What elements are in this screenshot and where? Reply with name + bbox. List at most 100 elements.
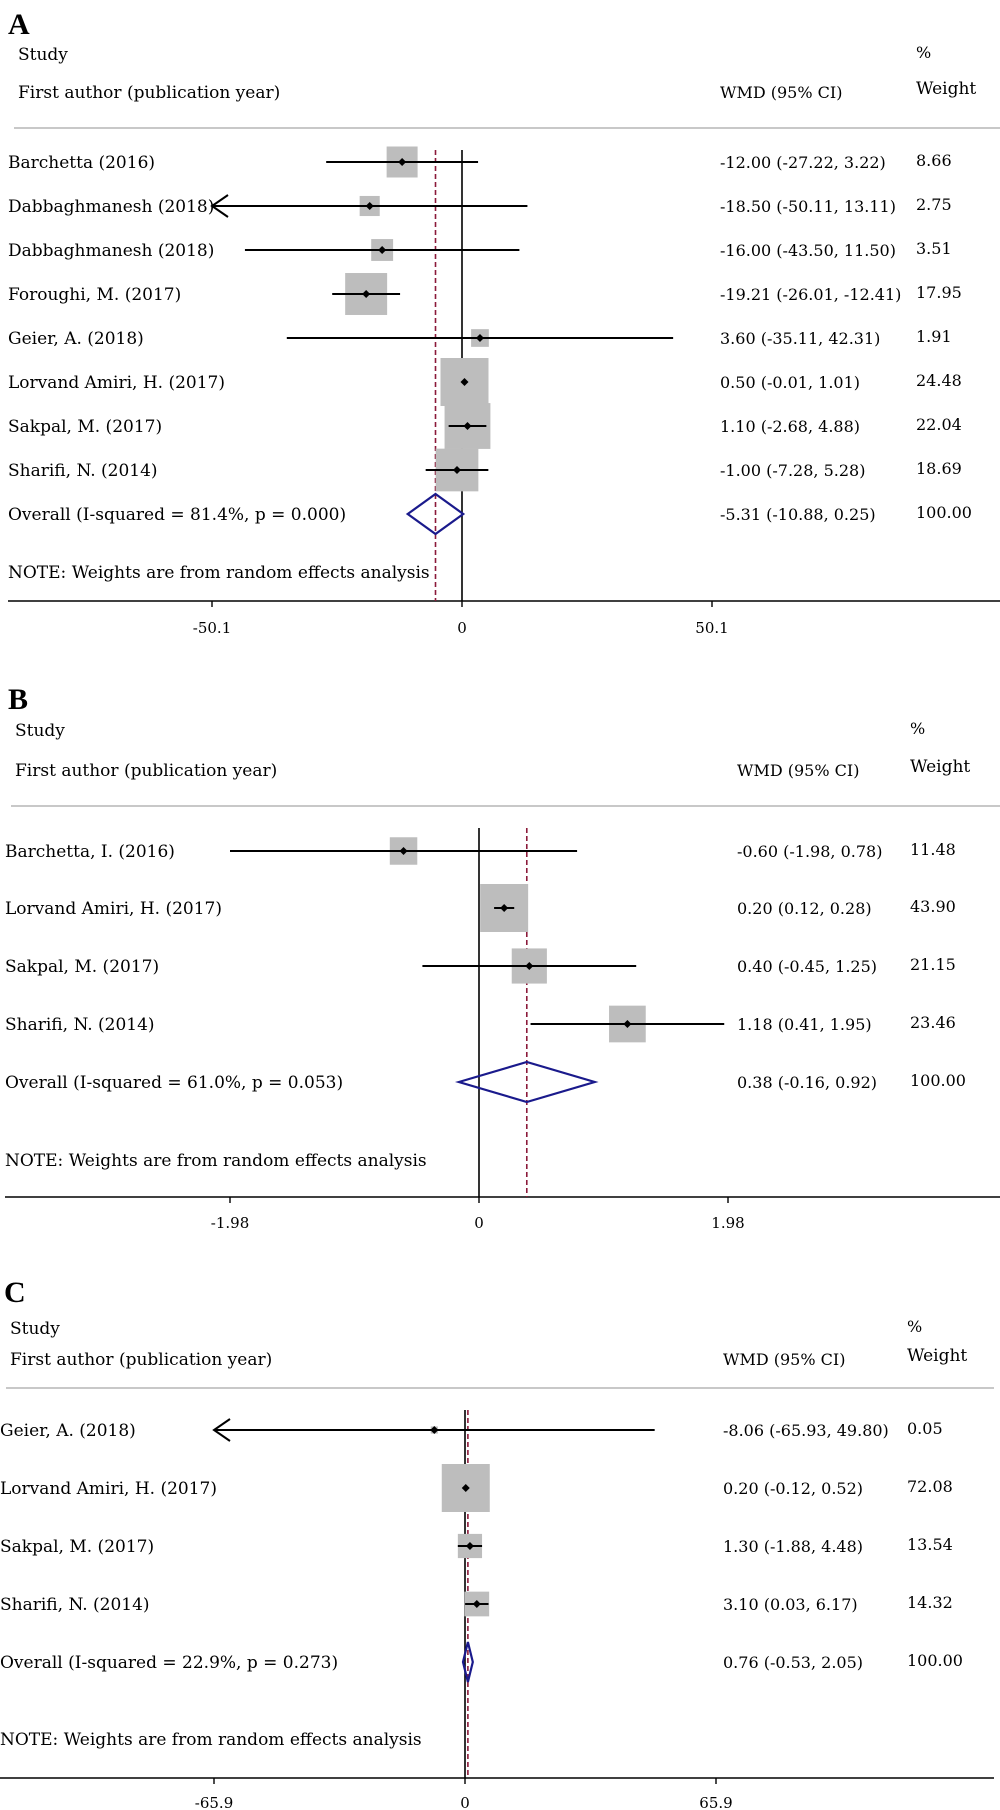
study-label: Barchetta, I. (2016) bbox=[5, 842, 175, 862]
study-ci-text: 0.20 (-0.12, 0.52) bbox=[723, 1479, 863, 1498]
header-effect: WMD (95% CI) bbox=[720, 83, 842, 102]
panel-letter: A bbox=[8, 8, 30, 41]
study-point-estimate bbox=[399, 847, 408, 855]
study-weight-text: 18.69 bbox=[916, 459, 962, 478]
panel-letter: B bbox=[8, 683, 28, 716]
overall-label: Overall (I-squared = 22.9%, p = 0.273) bbox=[0, 1653, 338, 1673]
weights-note: NOTE: Weights are from random effects an… bbox=[5, 1151, 427, 1171]
x-tick-label: -1.98 bbox=[211, 1214, 249, 1232]
overall-diamond bbox=[454, 1060, 599, 1104]
study-weight-text: 72.08 bbox=[907, 1477, 953, 1496]
ci-arrow-left bbox=[212, 1418, 231, 1442]
study-label: Dabbaghmanesh (2018) bbox=[8, 197, 214, 217]
study-ci-text: 0.50 (-0.01, 1.01) bbox=[720, 373, 860, 392]
header-weight: Weight bbox=[916, 79, 976, 99]
study-ci-text: 1.18 (0.41, 1.95) bbox=[737, 1015, 872, 1034]
study-label: Lorvand Amiri, H. (2017) bbox=[0, 1479, 217, 1499]
study-ci-text: -19.21 (-26.01, -12.41) bbox=[720, 285, 901, 304]
header-weight: Weight bbox=[910, 757, 970, 777]
header-author: First author (publication year) bbox=[15, 761, 277, 781]
forest-panel-a: A Study First author (publication year) WMD… bbox=[8, 8, 1000, 637]
study-ci-text: -8.06 (-65.93, 49.80) bbox=[723, 1421, 889, 1440]
study-label: Sharifi, N. (2014) bbox=[8, 461, 158, 481]
x-tick-label: 1.98 bbox=[711, 1214, 744, 1232]
study-label: Sakpal, M. (2017) bbox=[8, 417, 162, 437]
panel-letter: C bbox=[4, 1276, 26, 1309]
study-label: Sharifi, N. (2014) bbox=[0, 1595, 150, 1615]
study-label: Sakpal, M. (2017) bbox=[5, 957, 159, 977]
study-weight-text: 2.75 bbox=[916, 195, 952, 214]
overall-weight-text: 100.00 bbox=[907, 1651, 963, 1670]
study-ci-text: 3.10 (0.03, 6.17) bbox=[723, 1595, 858, 1614]
study-weight-text: 13.54 bbox=[907, 1535, 953, 1554]
study-weight-text: 14.32 bbox=[907, 1593, 953, 1612]
overall-ci-text: 0.76 (-0.53, 2.05) bbox=[723, 1653, 863, 1672]
header-percent: % bbox=[910, 719, 925, 738]
study-weight-text: 3.51 bbox=[916, 239, 952, 258]
overall-ci-text: 0.38 (-0.16, 0.92) bbox=[737, 1073, 877, 1092]
overall-weight-text: 100.00 bbox=[910, 1071, 966, 1090]
header-effect: WMD (95% CI) bbox=[737, 761, 859, 780]
study-label: Geier, A. (2018) bbox=[8, 329, 144, 349]
study-ci-text: 3.60 (-35.11, 42.31) bbox=[720, 329, 880, 348]
study-weight-text: 43.90 bbox=[910, 897, 956, 916]
study-weight-text: 21.15 bbox=[910, 955, 956, 974]
study-weight-text: 23.46 bbox=[910, 1013, 956, 1032]
study-label: Dabbaghmanesh (2018) bbox=[8, 241, 214, 261]
forest-panel-b: B Study First author (publication year) WMD… bbox=[5, 683, 1000, 1232]
study-point-estimate bbox=[475, 334, 484, 342]
study-label: Lorvand Amiri, H. (2017) bbox=[5, 899, 222, 919]
study-ci-text: 1.30 (-1.88, 4.48) bbox=[723, 1537, 863, 1556]
study-label: Geier, A. (2018) bbox=[0, 1421, 136, 1441]
overall-ci-text: -5.31 (-10.88, 0.25) bbox=[720, 505, 876, 524]
study-weight-text: 24.48 bbox=[916, 371, 962, 390]
x-tick-label: 65.9 bbox=[699, 1794, 732, 1810]
weights-note: NOTE: Weights are from random effects an… bbox=[0, 1730, 422, 1750]
study-weight-text: 8.66 bbox=[916, 151, 952, 170]
header-author: First author (publication year) bbox=[18, 83, 280, 103]
x-tick-label: 50.1 bbox=[695, 619, 728, 637]
study-weight-text: 22.04 bbox=[916, 415, 962, 434]
study-ci-text: -18.50 (-50.11, 13.11) bbox=[720, 197, 896, 216]
study-point-estimate bbox=[461, 1484, 470, 1492]
study-ci-text: 0.40 (-0.45, 1.25) bbox=[737, 957, 877, 976]
study-point-estimate bbox=[500, 904, 509, 912]
study-weight-text: 11.48 bbox=[910, 840, 956, 859]
weights-note: NOTE: Weights are from random effects an… bbox=[8, 563, 430, 583]
header-author: First author (publication year) bbox=[10, 1350, 272, 1370]
study-ci-text: 1.10 (-2.68, 4.88) bbox=[720, 417, 860, 436]
overall-label: Overall (I-squared = 61.0%, p = 0.053) bbox=[5, 1073, 343, 1093]
study-label: Foroughi, M. (2017) bbox=[8, 285, 181, 305]
study-weight-text: 1.91 bbox=[916, 327, 952, 346]
overall-diamond bbox=[461, 1641, 474, 1683]
study-point-estimate bbox=[472, 1600, 481, 1608]
header-percent: % bbox=[916, 43, 931, 62]
overall-label: Overall (I-squared = 81.4%, p = 0.000) bbox=[8, 505, 346, 525]
header-study: Study bbox=[10, 1319, 60, 1339]
header-effect: WMD (95% CI) bbox=[723, 1350, 845, 1369]
x-tick-label: 0 bbox=[474, 1214, 484, 1232]
study-ci-text: -16.00 (-43.50, 11.50) bbox=[720, 241, 896, 260]
study-point-estimate bbox=[378, 246, 387, 254]
study-ci-text: -1.00 (-7.28, 5.28) bbox=[720, 461, 865, 480]
overall-diamond bbox=[405, 492, 466, 536]
header-study: Study bbox=[15, 721, 65, 741]
study-point-estimate bbox=[362, 290, 371, 298]
header-weight: Weight bbox=[907, 1346, 967, 1366]
study-label: Sharifi, N. (2014) bbox=[5, 1015, 155, 1035]
x-tick-label: -50.1 bbox=[193, 619, 231, 637]
overall-weight-text: 100.00 bbox=[916, 503, 972, 522]
study-weight-text: 17.95 bbox=[916, 283, 962, 302]
study-weight-text: 0.05 bbox=[907, 1419, 943, 1438]
study-label: Sakpal, M. (2017) bbox=[0, 1537, 154, 1557]
study-label: Barchetta (2016) bbox=[8, 153, 155, 173]
study-label: Lorvand Amiri, H. (2017) bbox=[8, 373, 225, 393]
study-point-estimate bbox=[430, 1426, 439, 1434]
study-ci-text: -12.00 (-27.22, 3.22) bbox=[720, 153, 886, 172]
study-point-estimate bbox=[463, 422, 472, 430]
study-point-estimate bbox=[398, 158, 407, 166]
forest-panel-c: C Study First author (publication year) WMD… bbox=[0, 1276, 994, 1810]
study-point-estimate bbox=[460, 378, 469, 386]
study-point-estimate bbox=[623, 1020, 632, 1028]
